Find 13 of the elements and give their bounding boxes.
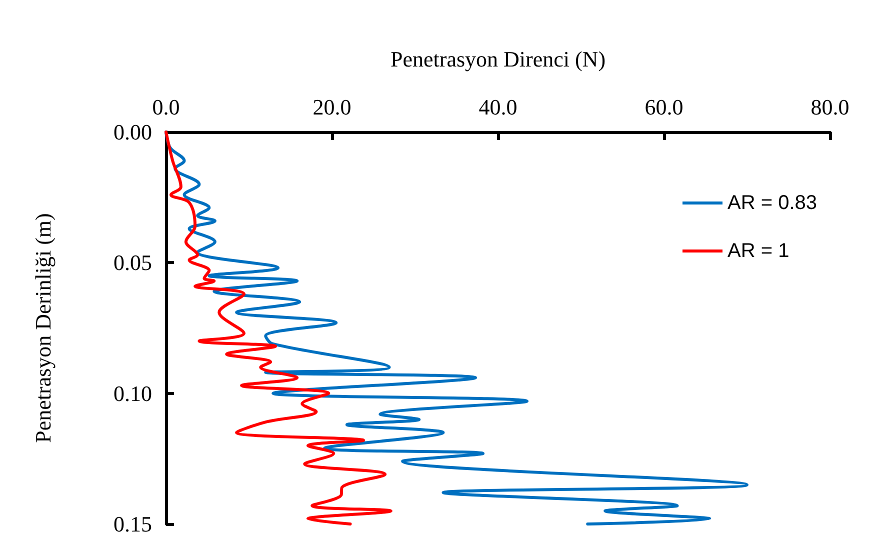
x-tick-label: 20.0 [312,94,352,120]
x-tick-label: 40.0 [478,94,518,120]
x-tick-label: 0.0 [152,94,180,120]
y-tick-label: 0.05 [114,250,152,276]
y-tick-label: 0.15 [114,512,152,536]
x-axis-title: Penetrasyon Direnci (N) [390,46,606,72]
x-tick-label: 60.0 [644,94,684,120]
y-axis-title: Penetrasyon Derinliği (m) [30,213,56,443]
y-tick-label: 0.00 [114,120,152,144]
legend-label: AR = 0.83 [728,192,818,214]
y-tick-label: 0.10 [114,380,152,406]
x-tick-label: 80.0 [810,94,850,120]
legend-label: AR = 1 [728,240,790,262]
